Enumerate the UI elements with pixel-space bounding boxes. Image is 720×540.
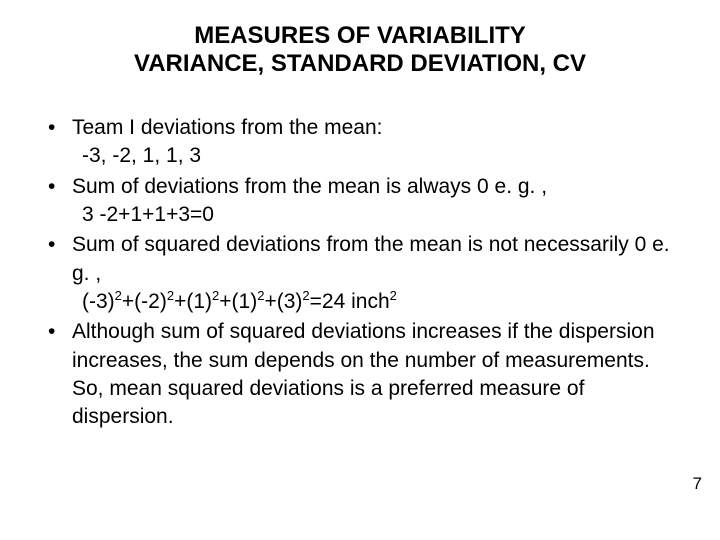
bullet-item: Sum of squared deviations from the mean … [72,231,680,316]
title-line-1: MEASURES OF VARIABILITY [40,22,680,50]
slide-container: MEASURES OF VARIABILITY VARIANCE, STANDA… [0,0,720,540]
page-number: 7 [693,474,702,494]
slide-title: MEASURES OF VARIABILITY VARIANCE, STANDA… [40,22,680,78]
bullet-item: Sum of deviations from the mean is alway… [72,173,680,230]
bullet-list: Team I deviations from the mean: -3, -2,… [40,114,680,432]
bullet-main: Sum of squared deviations from the mean … [72,231,680,288]
bullet-main: Sum of deviations from the mean is alway… [72,173,680,201]
bullet-main: Although sum of squared deviations incre… [72,318,680,431]
bullet-sub: 3 -2+1+1+3=0 [72,201,680,229]
bullet-main: Team I deviations from the mean: [72,114,680,142]
title-line-2: VARIANCE, STANDARD DEVIATION, CV [40,50,680,78]
bullet-item: Team I deviations from the mean: -3, -2,… [72,114,680,171]
bullet-sub: -3, -2, 1, 1, 3 [72,142,680,170]
bullet-item: Although sum of squared deviations incre… [72,318,680,431]
bullet-sub: (-3)2+(-2)2+(1)2+(1)2+(3)2=24 inch2 [72,288,680,316]
